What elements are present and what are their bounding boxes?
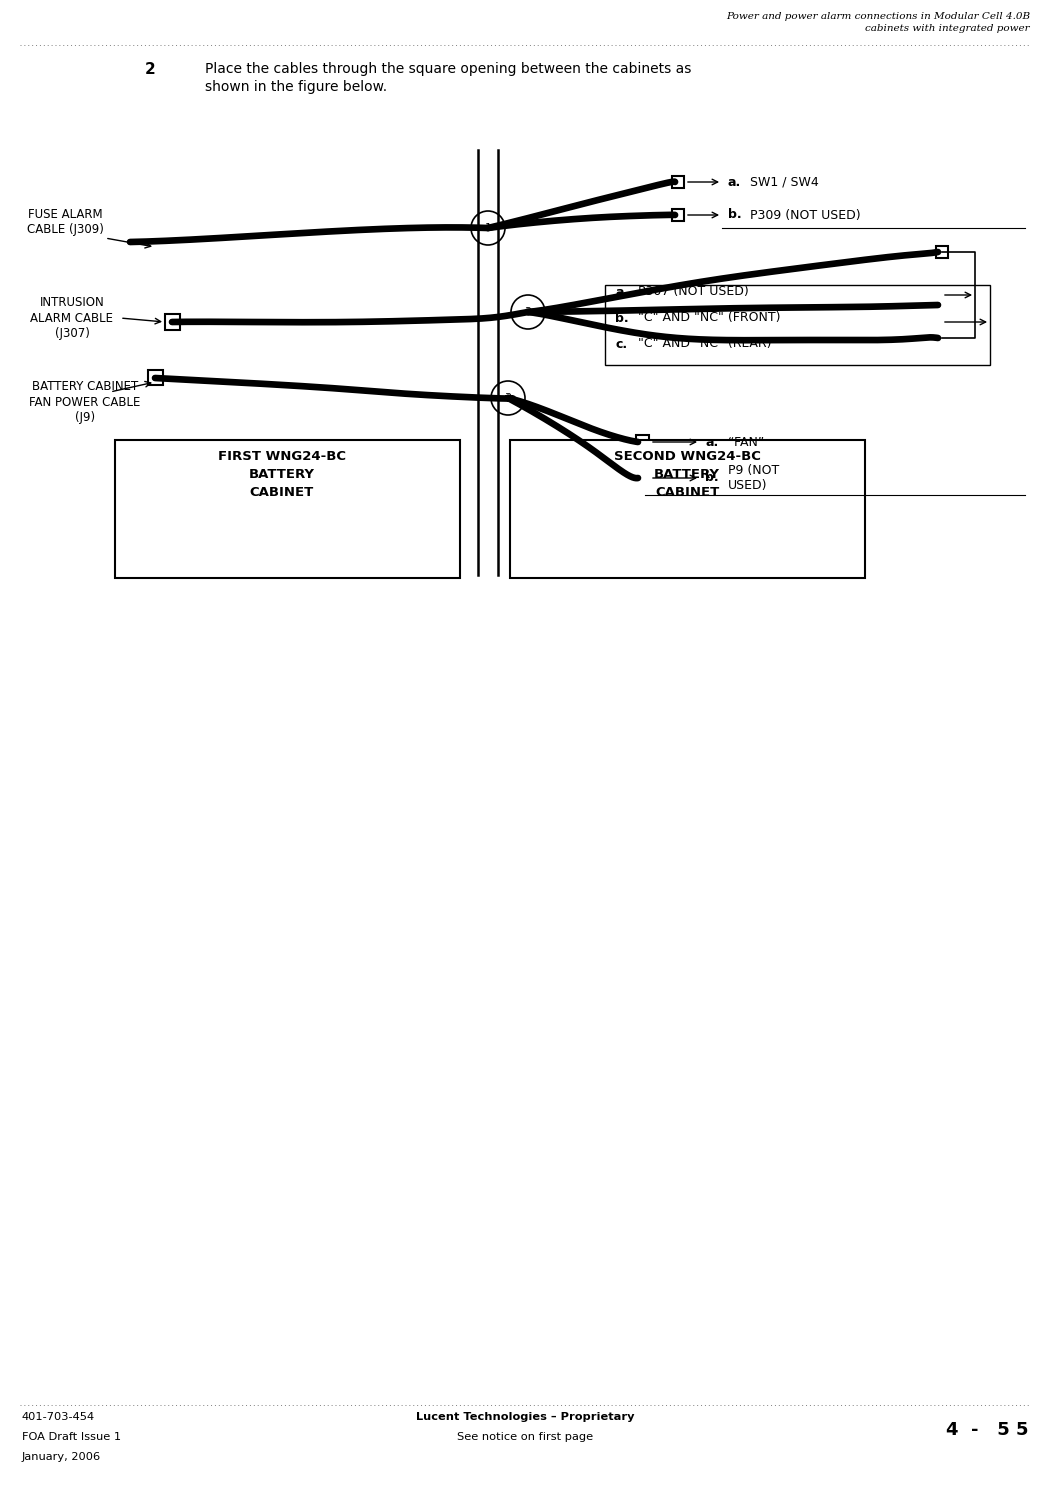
- Text: 2: 2: [524, 308, 531, 316]
- Bar: [605, 285, 990, 364]
- Text: Lucent Technologies – Proprietary: Lucent Technologies – Proprietary: [416, 1412, 634, 1422]
- Bar: [635, 435, 649, 448]
- Text: Power and power alarm connections in Modular Cell 4.0B
cabinets with integrated : Power and power alarm connections in Mod…: [726, 12, 1030, 33]
- Text: January, 2006: January, 2006: [22, 1452, 101, 1462]
- Text: 401-703-454: 401-703-454: [22, 1412, 96, 1422]
- Text: Place the cables through the square opening between the cabinets as
shown in the: Place the cables through the square open…: [205, 62, 691, 94]
- Text: FIRST WNG24-BC
BATTERY
CABINET: FIRST WNG24-BC BATTERY CABINET: [218, 450, 346, 500]
- Text: See notice on first page: See notice on first page: [457, 1432, 593, 1442]
- Text: BATTERY CABINET
FAN POWER CABLE
(J9): BATTERY CABINET FAN POWER CABLE (J9): [29, 381, 141, 423]
- Text: SECOND WNG24-BC
BATTERY
CABINET: SECOND WNG24-BC BATTERY CABINET: [613, 450, 760, 500]
- Text: b.: b.: [615, 312, 629, 324]
- Text: 1: 1: [484, 224, 491, 232]
- Bar: [936, 246, 948, 258]
- Bar: [672, 209, 684, 220]
- Text: “FAN”: “FAN”: [728, 435, 764, 448]
- Text: FOA Draft Issue 1: FOA Draft Issue 1: [22, 1432, 121, 1442]
- Bar: [936, 332, 948, 344]
- Text: 3: 3: [504, 393, 511, 404]
- Text: "C" AND "NC" (FRONT): "C" AND "NC" (FRONT): [638, 312, 780, 324]
- Bar: [672, 176, 684, 188]
- Bar: [165, 315, 180, 330]
- Bar: [116, 440, 460, 578]
- Text: SW1 / SW4: SW1 / SW4: [750, 176, 819, 189]
- Bar: [635, 471, 649, 484]
- Text: b.: b.: [705, 471, 718, 484]
- Text: "C" AND "NC" (REAR): "C" AND "NC" (REAR): [638, 338, 772, 351]
- Text: c.: c.: [615, 338, 627, 351]
- Text: FUSE ALARM
CABLE (J309): FUSE ALARM CABLE (J309): [26, 209, 104, 236]
- Text: 2: 2: [145, 62, 155, 76]
- Text: a.: a.: [728, 176, 741, 189]
- Text: a.: a.: [705, 435, 718, 448]
- Text: P309 (NOT USED): P309 (NOT USED): [750, 209, 861, 222]
- Bar: [510, 440, 865, 578]
- Bar: [936, 298, 948, 310]
- Text: a.: a.: [615, 285, 628, 298]
- Bar: [147, 370, 163, 386]
- Text: INTRUSION
ALARM CABLE
(J307): INTRUSION ALARM CABLE (J307): [30, 297, 113, 339]
- Text: b.: b.: [728, 209, 741, 222]
- Text: P307 (NOT USED): P307 (NOT USED): [638, 285, 749, 298]
- Text: P9 (NOT
USED): P9 (NOT USED): [728, 464, 779, 492]
- Text: 4  -   5 5: 4 - 5 5: [945, 1420, 1028, 1438]
